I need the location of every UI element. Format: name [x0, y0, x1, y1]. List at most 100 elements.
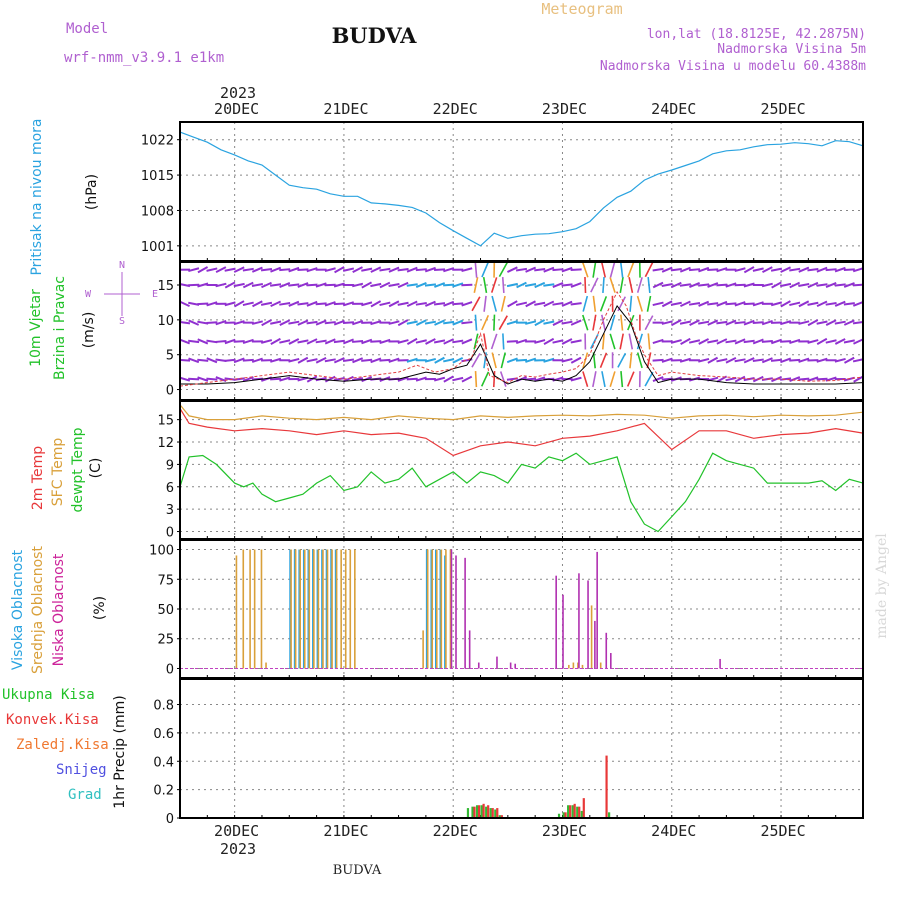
wind-barb [370, 357, 382, 364]
wind-barb [379, 358, 391, 362]
wind-barb [780, 357, 792, 364]
wind-barb [670, 339, 682, 344]
clouds-bar [330, 549, 332, 669]
cloud-panel: 0 25 50 75 100 [149, 539, 864, 679]
wind-barb [270, 266, 282, 273]
wind-barb [483, 295, 487, 312]
wind-barb [798, 357, 810, 363]
wind-barb [461, 301, 473, 307]
wind-barb [506, 282, 518, 288]
wind-barb [242, 267, 254, 272]
wind-barb [698, 266, 710, 273]
wind-barb [689, 282, 701, 288]
wind-barb [270, 377, 282, 381]
wind-barb [443, 300, 455, 307]
clouds-ytick-label: 25 [157, 633, 174, 648]
cloud-mid-ylabel: Srednja Oblacnost [30, 546, 46, 674]
clouds-bar [293, 549, 296, 669]
top-day-label: 20DEC [214, 100, 259, 118]
wind-barb [415, 376, 427, 382]
wind-barb [661, 266, 673, 273]
wind-barb [592, 261, 597, 278]
wind-barb [188, 319, 200, 326]
wind-barb [461, 338, 473, 345]
wind-barb [251, 320, 263, 325]
wind-barb [233, 282, 245, 288]
wind-barb [780, 282, 792, 288]
cloud-low-ylabel: Niska Oblacnost [51, 553, 67, 666]
wind-barb [816, 266, 828, 273]
wind-barb [415, 339, 427, 344]
wind-barb [698, 357, 710, 363]
wind-barb [789, 267, 801, 272]
wind-barb [433, 376, 446, 382]
clouds-bar [425, 549, 428, 669]
wind-barb [452, 356, 464, 364]
wind-ytick-label: 15 [157, 279, 174, 294]
wind-barb [602, 276, 605, 294]
clouds-bar [260, 549, 263, 669]
wind-barb [224, 338, 236, 345]
wind-barb [490, 277, 498, 293]
wind-barb [279, 268, 291, 272]
temperature-series-dewpt-temp [179, 452, 864, 533]
precipitation-bar [485, 806, 488, 818]
wind-barb [609, 371, 616, 387]
wind-barb [233, 340, 245, 343]
wind-barb [306, 267, 318, 273]
pressure-ytick-label: 1001 [141, 240, 174, 255]
wind-barb [443, 358, 455, 363]
wind-barb [609, 261, 616, 278]
wind-barb [652, 301, 664, 307]
wind-barb [629, 295, 633, 312]
clouds-bar [299, 549, 301, 669]
bottom-day-label: 22DEC [433, 822, 478, 840]
wind-barb [770, 301, 783, 307]
wind-barb [734, 321, 746, 325]
wind-barb [224, 267, 236, 272]
wind-barb [480, 371, 490, 387]
wind-barb [636, 352, 643, 369]
wind-barb [798, 266, 810, 273]
wind-barb [279, 339, 291, 344]
clouds-bar [449, 549, 452, 669]
wind-barb [834, 357, 846, 363]
top-day-label: 21DEC [323, 100, 368, 118]
precipitation-bar [473, 806, 476, 818]
wind-barb [789, 301, 801, 307]
precip-unit: 1hr Precip (mm) [112, 695, 128, 808]
wind-barb [215, 282, 227, 288]
wind-barb [388, 357, 400, 363]
wind-barb [279, 376, 291, 382]
wind-barb [636, 333, 643, 350]
station-title: BUDVA [332, 23, 418, 48]
wind-barb [270, 300, 282, 308]
clouds-ytick-label: 100 [149, 544, 174, 559]
wind-barb [570, 339, 582, 344]
wind-barb [333, 282, 345, 288]
wind-barb [543, 283, 555, 287]
wind-barb [707, 319, 719, 326]
clouds-bar [316, 549, 319, 669]
bottom-year-label: 2023 [220, 840, 256, 858]
precipitation-bar [482, 803, 485, 818]
wind-barb [388, 266, 400, 273]
wind-barb [601, 371, 606, 388]
wind-barb [306, 338, 318, 345]
precipitation-bar [562, 812, 565, 818]
legend-zaledj-kisa: Zaledj.Kisa [16, 737, 109, 753]
wind-barb [561, 283, 573, 287]
precipitation-bar [466, 808, 470, 818]
wind-barb [179, 300, 190, 308]
wind-barb [680, 300, 691, 308]
wind-barb [689, 319, 700, 326]
top-day-label: 24DEC [651, 100, 696, 118]
wind-barb [592, 371, 597, 388]
wind-barb [342, 267, 355, 272]
temperature-plot-area [180, 401, 863, 539]
wind-barb [534, 339, 546, 344]
wind-barb [424, 283, 437, 287]
temperature-ytick-label: 6 [166, 481, 174, 496]
wind-barb [834, 266, 846, 273]
precipitation-bar [573, 803, 576, 818]
